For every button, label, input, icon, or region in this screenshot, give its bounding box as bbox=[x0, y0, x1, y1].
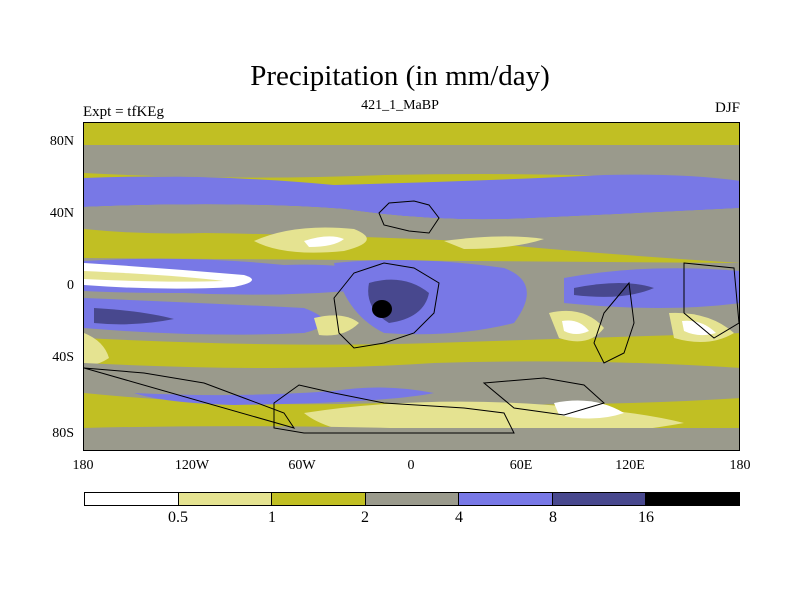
colorbar-label: 8 bbox=[549, 509, 557, 526]
x-tick-label: 120W bbox=[174, 458, 210, 473]
field-band-north-polar bbox=[84, 123, 739, 145]
run-label: 421_1_MaBP bbox=[361, 98, 439, 113]
coastline-antarctica-west bbox=[273, 384, 515, 434]
x-tick-label: 60E bbox=[509, 458, 533, 473]
field-dry-tropical-east-pacific-edge bbox=[84, 271, 224, 282]
colorbar bbox=[84, 492, 740, 506]
field-band-north-gray bbox=[84, 145, 739, 183]
y-tick-label: 40S bbox=[52, 350, 74, 365]
field-band-south-wet bbox=[84, 298, 324, 335]
y-tick-label: 80S bbox=[52, 426, 74, 441]
colorbar-label: 1 bbox=[268, 509, 276, 526]
field-dry-antarctic-core bbox=[554, 400, 624, 419]
x-tick-label: 0 bbox=[407, 458, 415, 473]
field-band-midlat-gray bbox=[84, 204, 739, 263]
field-very-wet-maritime bbox=[574, 283, 654, 297]
field-band-south-very-wet bbox=[94, 308, 174, 325]
field-dry-south-1 bbox=[314, 315, 359, 336]
field-band-north-wet bbox=[84, 174, 739, 220]
colorbar-box bbox=[85, 493, 179, 505]
coastlines bbox=[84, 200, 739, 434]
coastline-south-america-africa bbox=[333, 262, 440, 349]
colorbar-label: 0.5 bbox=[168, 509, 188, 526]
experiment-label: Expt = tfKEg bbox=[83, 104, 164, 120]
x-tick-label: 120E bbox=[615, 458, 645, 473]
colorbar-label: 2 bbox=[361, 509, 369, 526]
colorbar-box bbox=[552, 493, 647, 505]
season-label: DJF bbox=[714, 100, 740, 116]
field-band-south-polar bbox=[84, 426, 739, 450]
map-canvas bbox=[84, 123, 739, 450]
y-tick-label: 80N bbox=[49, 134, 74, 149]
precipitation-map bbox=[83, 122, 740, 451]
colorbar-box bbox=[459, 493, 553, 505]
coastline-australasia bbox=[683, 262, 739, 339]
map-title: Precipitation (in mm/day) bbox=[250, 60, 550, 92]
x-tick-label: 180 bbox=[72, 458, 94, 473]
field-dry-north-1-core bbox=[304, 236, 344, 247]
colorbar-box bbox=[178, 493, 273, 505]
coastline-southwest bbox=[84, 367, 296, 429]
colorbar-box bbox=[646, 493, 740, 505]
field-band-south-midlat-gray bbox=[84, 361, 739, 405]
x-tick-label: 180 bbox=[729, 458, 751, 473]
coastline-north-continent bbox=[378, 200, 440, 234]
coastline-antarctica-east bbox=[482, 377, 605, 416]
field-dry-south-3-core bbox=[682, 320, 716, 336]
field-dry-north-2 bbox=[444, 236, 544, 249]
coastline-east-continent bbox=[593, 281, 635, 364]
colorbar-label: 4 bbox=[455, 509, 463, 526]
x-tick-label: 60W bbox=[288, 458, 316, 473]
y-tick-label: 0 bbox=[67, 278, 74, 293]
colorbar-label: 16 bbox=[638, 509, 654, 526]
field-extreme-wet-core bbox=[372, 300, 392, 318]
field-dry-south-2-core bbox=[562, 320, 589, 334]
colorbar-box bbox=[365, 493, 460, 505]
colorbar-box bbox=[272, 493, 366, 505]
y-tick-label: 40N bbox=[49, 206, 74, 221]
field-dry-south-4 bbox=[84, 333, 109, 365]
